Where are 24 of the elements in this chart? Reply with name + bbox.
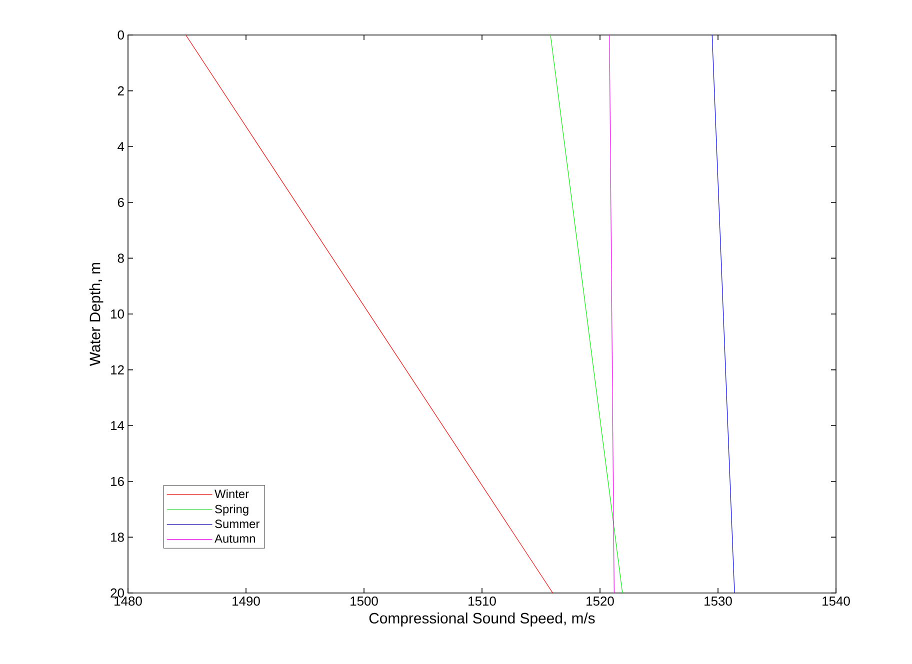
y-tick-label: 12 — [111, 365, 124, 374]
legend-label: Summer — [215, 520, 260, 528]
y-tick-label: 0 — [118, 30, 124, 40]
y-tick-label: 6 — [118, 198, 124, 207]
x-tick-label: 1520 — [586, 596, 614, 606]
x-tick-label: 1490 — [232, 596, 260, 606]
y-tick-label: 14 — [111, 421, 124, 430]
x-tick-label: 1530 — [704, 596, 732, 606]
x-tick-label: 1480 — [114, 596, 142, 606]
y-tick-label: 20 — [110, 588, 124, 598]
legend-label: Winter — [214, 489, 249, 498]
legend-label: Autumn — [214, 534, 255, 543]
y-axis-title: Water Depth, m — [89, 262, 104, 366]
y-tick-label: 10 — [111, 309, 124, 319]
legend-label: Spring — [215, 504, 248, 516]
y-tick-label: 8 — [118, 254, 124, 263]
y-tick-label: 4 — [118, 142, 124, 152]
x-tick-label: 1510 — [468, 596, 496, 606]
x-axis-title: Compressional Sound Speed, m/s — [369, 612, 595, 626]
y-tick-label: 16 — [111, 476, 124, 486]
y-tick-label: 2 — [118, 86, 124, 96]
x-tick-label: 1500 — [350, 596, 378, 606]
x-tick-label: 1540 — [822, 596, 850, 606]
y-tick-label: 18 — [111, 532, 124, 542]
